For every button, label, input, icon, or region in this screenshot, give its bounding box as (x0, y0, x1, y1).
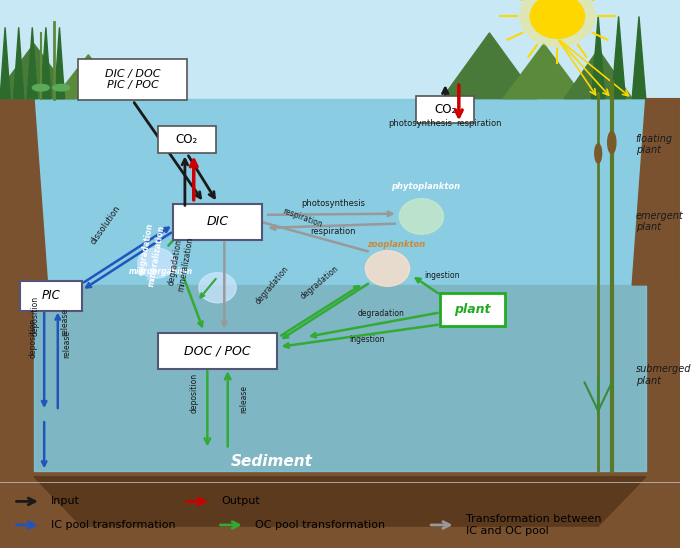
Text: DIC / DOC
PIC / POC: DIC / DOC PIC / POC (105, 68, 160, 90)
Text: dissolution: dissolution (89, 203, 122, 246)
Text: release: release (60, 309, 69, 336)
Text: respiration: respiration (310, 227, 356, 236)
Polygon shape (442, 33, 537, 99)
Ellipse shape (608, 132, 616, 153)
Text: DOC / POC: DOC / POC (184, 344, 251, 357)
Polygon shape (0, 99, 48, 285)
Text: photosynthesis: photosynthesis (388, 119, 452, 128)
Text: emergent
plant: emergent plant (636, 210, 683, 232)
Polygon shape (0, 27, 10, 99)
FancyBboxPatch shape (174, 204, 262, 240)
Ellipse shape (199, 273, 236, 302)
Text: Output: Output (221, 496, 260, 506)
Text: plant: plant (454, 303, 491, 316)
FancyBboxPatch shape (416, 96, 474, 123)
Text: deposition: deposition (28, 318, 37, 358)
Text: CO₂: CO₂ (176, 133, 198, 146)
Polygon shape (13, 27, 24, 99)
Text: release: release (239, 385, 248, 413)
Bar (0, 0, 680, 285)
Text: mineralization: mineralization (146, 224, 166, 287)
Text: respiration: respiration (456, 119, 502, 128)
Polygon shape (612, 16, 625, 99)
Polygon shape (41, 27, 51, 99)
Text: degradation: degradation (357, 309, 404, 318)
Text: degradation: degradation (299, 264, 340, 301)
Ellipse shape (365, 251, 410, 286)
Polygon shape (55, 55, 122, 99)
FancyBboxPatch shape (78, 59, 187, 100)
Polygon shape (0, 44, 75, 99)
FancyBboxPatch shape (440, 293, 505, 326)
Text: CO₂: CO₂ (434, 103, 456, 116)
Text: Sediment: Sediment (231, 454, 313, 469)
Text: ingestion: ingestion (349, 335, 385, 345)
Text: microorganism: microorganism (130, 267, 193, 276)
Text: release: release (62, 330, 71, 358)
Ellipse shape (400, 199, 444, 235)
Text: respiration: respiration (281, 207, 323, 230)
Text: phytoplankton: phytoplankton (391, 182, 460, 191)
Ellipse shape (138, 248, 175, 278)
Polygon shape (592, 16, 605, 99)
Text: DIC: DIC (206, 215, 229, 229)
Text: PIC: PIC (41, 289, 60, 302)
Bar (0, 285, 680, 548)
FancyBboxPatch shape (158, 333, 277, 368)
Text: Transformation between
IC and OC pool: Transformation between IC and OC pool (466, 514, 601, 536)
Circle shape (520, 0, 595, 47)
Text: photosynthesis: photosynthesis (301, 198, 365, 208)
Polygon shape (503, 44, 584, 99)
FancyBboxPatch shape (20, 281, 82, 311)
Circle shape (530, 0, 584, 38)
Text: submerged
plant: submerged plant (636, 364, 691, 386)
FancyBboxPatch shape (158, 126, 216, 153)
Ellipse shape (52, 84, 70, 91)
Ellipse shape (595, 144, 601, 163)
Text: degradation: degradation (253, 265, 290, 306)
Text: deposition: deposition (31, 296, 40, 336)
Text: Input: Input (51, 496, 80, 506)
Text: degradation: degradation (137, 222, 155, 276)
Ellipse shape (32, 84, 49, 91)
Text: floating
plant: floating plant (636, 134, 673, 156)
Polygon shape (632, 99, 680, 285)
Text: IC pool transformation: IC pool transformation (51, 520, 176, 530)
Polygon shape (34, 477, 646, 526)
Text: OC pool transformation: OC pool transformation (255, 520, 385, 530)
Polygon shape (55, 27, 64, 99)
Text: degradation
mineralization: degradation mineralization (166, 235, 195, 293)
Polygon shape (27, 27, 37, 99)
Polygon shape (34, 99, 646, 471)
Text: zooplankton: zooplankton (367, 239, 426, 249)
Text: ingestion: ingestion (424, 271, 460, 281)
Text: deposition: deposition (189, 373, 198, 413)
Polygon shape (632, 16, 646, 99)
Polygon shape (564, 49, 632, 99)
